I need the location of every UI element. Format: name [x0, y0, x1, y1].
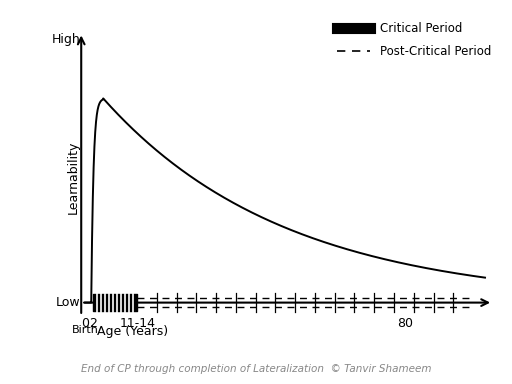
Text: Birth: Birth: [72, 325, 99, 335]
Text: End of CP through completion of Lateralization  © Tanvir Shameem: End of CP through completion of Laterali…: [81, 364, 431, 374]
Text: Learnability: Learnability: [67, 141, 80, 214]
Text: 0: 0: [81, 318, 89, 330]
Legend: Critical Period, Post-Critical Period: Critical Period, Post-Critical Period: [337, 22, 491, 58]
Text: 80: 80: [397, 318, 413, 330]
Text: High: High: [51, 33, 80, 46]
Text: Age (Years): Age (Years): [97, 325, 168, 338]
Text: 11-14: 11-14: [119, 318, 155, 330]
Text: Low: Low: [55, 296, 80, 309]
Text: 2: 2: [89, 318, 97, 330]
